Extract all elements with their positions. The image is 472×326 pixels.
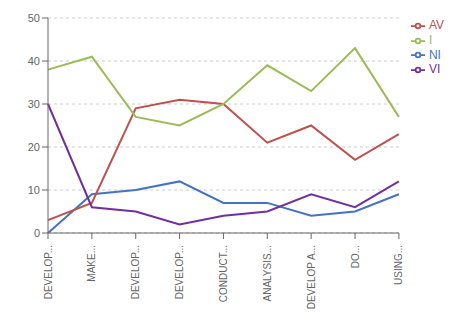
html-text:I: I bbox=[428, 32, 433, 47]
svg-text:DEVELOP...: DEVELOP... bbox=[43, 245, 54, 299]
svg-text:0: 0 bbox=[34, 227, 40, 239]
html-text:VI: VI bbox=[428, 62, 441, 77]
svg-text:ANALYSIS...: ANALYSIS... bbox=[262, 245, 273, 302]
svg-text:50: 50 bbox=[28, 12, 40, 24]
svg-text:DEVELOP...: DEVELOP... bbox=[174, 245, 185, 299]
svg-text:DEVELOP...: DEVELOP... bbox=[130, 245, 141, 299]
svg-text:MAKE...: MAKE... bbox=[86, 245, 97, 282]
svg-text:DO...: DO... bbox=[350, 245, 361, 268]
svg-text:CONDUCT...: CONDUCT... bbox=[218, 245, 229, 302]
svg-text:30: 30 bbox=[28, 98, 40, 110]
svg-text:10: 10 bbox=[28, 184, 40, 196]
svg-text:20: 20 bbox=[28, 141, 40, 153]
html-text:NI: NI bbox=[428, 47, 441, 62]
svg-text:DEVELOP A...: DEVELOP A... bbox=[306, 245, 317, 309]
html-text:AV: AV bbox=[428, 18, 444, 32]
svg-text:USING...: USING... bbox=[393, 245, 404, 285]
svg-text:40: 40 bbox=[28, 55, 40, 67]
